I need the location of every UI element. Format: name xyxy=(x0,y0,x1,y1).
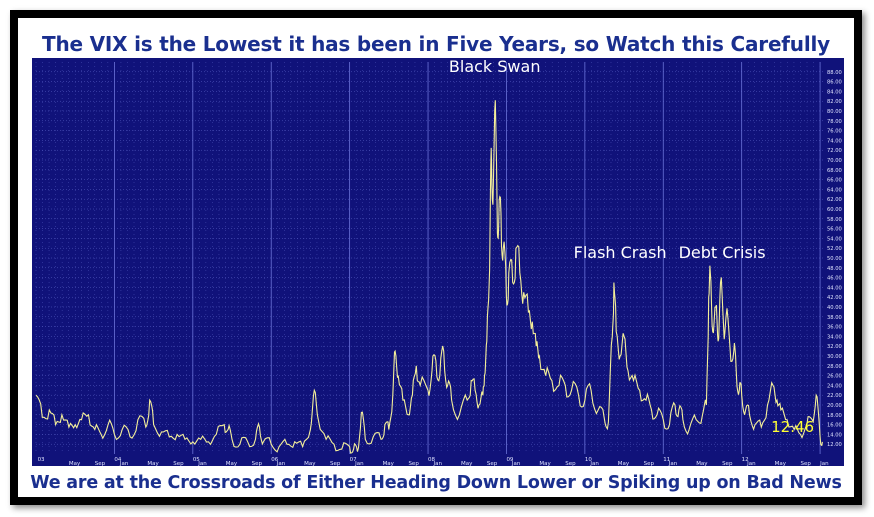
y-tick-label: 64.00 xyxy=(827,187,842,193)
y-tick-label: 12.00 xyxy=(827,442,842,448)
y-tick-label: 38.00 xyxy=(827,315,842,321)
y-tick-label: 18.00 xyxy=(827,413,842,419)
x-tick-label: Sep xyxy=(800,461,811,466)
y-tick-label: 80.00 xyxy=(827,109,842,115)
chart-frame: The VIX is the Lowest it has been in Fiv… xyxy=(10,10,862,505)
y-tick-label: 16.00 xyxy=(827,423,842,429)
y-tick-label: 32.00 xyxy=(827,344,842,350)
y-tick-label: 42.00 xyxy=(827,295,842,301)
x-tick-label: Jan xyxy=(197,461,207,466)
x-tick-label: May xyxy=(147,461,159,466)
x-tick-label: 07 xyxy=(350,457,357,463)
y-tick-label: 40.00 xyxy=(827,305,842,311)
x-tick-label: May xyxy=(226,461,238,466)
x-tick-label: Sep xyxy=(487,461,498,466)
x-tick-label: Jan xyxy=(276,461,286,466)
x-tick-label: May xyxy=(383,461,395,466)
y-tick-label: 74.00 xyxy=(827,138,842,144)
x-tick-label: 11 xyxy=(663,457,670,463)
x-tick-label: May xyxy=(618,461,630,466)
annotations: Black Swan Flash Crash Debt Crisis xyxy=(449,58,766,262)
y-tick-label: 26.00 xyxy=(827,374,842,380)
y-tick-label: 24.00 xyxy=(827,383,842,389)
last-value-label: 12.46 xyxy=(771,418,814,436)
y-tick-label: 68.00 xyxy=(827,168,842,174)
y-tick-label: 52.00 xyxy=(827,246,842,252)
x-tick-label: Sep xyxy=(330,461,341,466)
x-tick-label: Jan xyxy=(511,461,521,466)
y-tick-label: 76.00 xyxy=(827,129,842,135)
annotation-label: Flash Crash xyxy=(574,243,667,262)
y-tick-label: 86.00 xyxy=(827,80,842,86)
y-tick-label: 36.00 xyxy=(827,325,842,331)
x-tick-label: Jan xyxy=(354,461,364,466)
x-tick-label: Sep xyxy=(173,461,184,466)
x-tick-label: Jan xyxy=(668,461,678,466)
y-tick-label: 56.00 xyxy=(827,227,842,233)
y-tick-label: 44.00 xyxy=(827,285,842,291)
plot-background xyxy=(32,58,844,466)
x-tick-label: Sep xyxy=(252,461,263,466)
x-tick-label: Jan xyxy=(819,461,829,466)
y-tick-label: 30.00 xyxy=(827,354,842,360)
vix-series-line xyxy=(35,100,823,454)
y-tick-label: 46.00 xyxy=(827,276,842,282)
y-tick-label: 60.00 xyxy=(827,207,842,213)
x-tick-label: May xyxy=(69,461,81,466)
x-tick-label: 03 xyxy=(38,457,45,463)
x-tick-label: Sep xyxy=(644,461,655,466)
y-tick-label: 78.00 xyxy=(827,119,842,125)
x-tick-label: 10 xyxy=(585,457,592,463)
x-tick-label: Sep xyxy=(722,461,733,466)
x-tick-label: Sep xyxy=(95,461,106,466)
y-tick-label: 34.00 xyxy=(827,334,842,340)
x-tick-label: Jan xyxy=(119,461,129,466)
x-tick-label: 04 xyxy=(114,457,121,463)
y-tick-label: 58.00 xyxy=(827,217,842,223)
x-tick-label: 06 xyxy=(271,457,278,463)
x-tick-label: Jan xyxy=(589,461,599,466)
x-tick-label: May xyxy=(304,461,316,466)
x-tick-label: 12 xyxy=(742,457,749,463)
y-tick-label: 48.00 xyxy=(827,266,842,272)
y-tick-label: 66.00 xyxy=(827,178,842,184)
x-tick-label: Sep xyxy=(408,461,419,466)
chart-title: The VIX is the Lowest it has been in Fiv… xyxy=(42,32,830,56)
y-tick-label: 54.00 xyxy=(827,236,842,242)
x-tick-label: May xyxy=(461,461,473,466)
annotation-label: Debt Crisis xyxy=(679,243,766,262)
y-tick-label: 84.00 xyxy=(827,89,842,95)
y-axis-ticks: 12.00 14.00 16.00 18.00 20.00 22.00 24.00 26.00… xyxy=(827,70,842,448)
y-tick-label: 62.00 xyxy=(827,197,842,203)
x-tick-label: 09 xyxy=(506,457,513,463)
annotation-label: Black Swan xyxy=(449,58,541,76)
y-tick-label: 72.00 xyxy=(827,148,842,154)
y-tick-label: 88.00 xyxy=(827,70,842,76)
x-tick-label: May xyxy=(696,461,708,466)
y-tick-label: 14.00 xyxy=(827,432,842,438)
y-tick-label: 70.00 xyxy=(827,158,842,164)
x-tick-label: 08 xyxy=(428,457,435,463)
y-tick-label: 82.00 xyxy=(827,99,842,105)
chart-subtitle: We are at the Crossroads of Either Headi… xyxy=(30,473,842,493)
x-tick-label: May xyxy=(775,461,787,466)
y-tick-label: 22.00 xyxy=(827,393,842,399)
chart-panel: The VIX is the Lowest it has been in Fiv… xyxy=(18,18,854,497)
x-tick-label: Sep xyxy=(565,461,576,466)
y-tick-label: 20.00 xyxy=(827,403,842,409)
x-tick-label: 05 xyxy=(193,457,200,463)
y-tick-label: 28.00 xyxy=(827,364,842,370)
y-tick-label: 50.00 xyxy=(827,256,842,262)
x-tick-label: Jan xyxy=(433,461,443,466)
x-tick-label: Jan xyxy=(746,461,756,466)
x-tick-label: May xyxy=(539,461,551,466)
